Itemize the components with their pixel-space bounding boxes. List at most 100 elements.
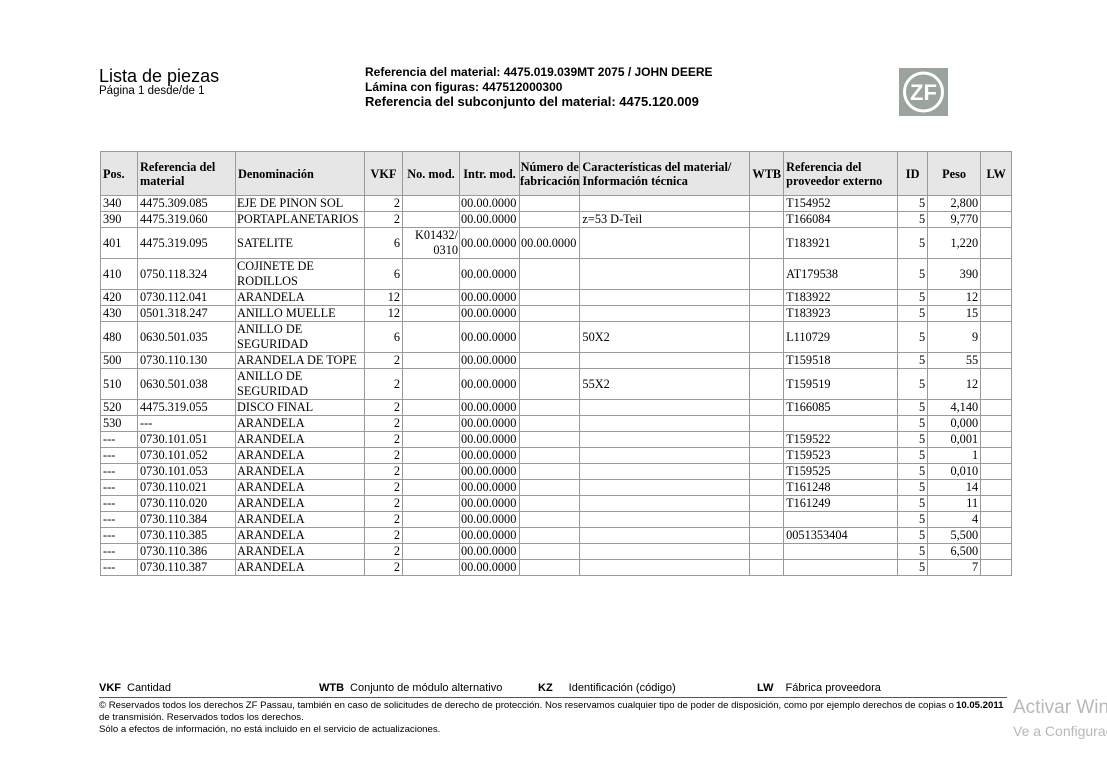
table-cell [402, 495, 460, 512]
table-row: 530 --- ARANDELA 2 00.00.0000 5 0,000 [100, 415, 1013, 432]
table-cell [980, 258, 1013, 290]
material-reference: Referencia del material: 4475.019.039MT … [365, 65, 713, 79]
table-cell: 50X2 [579, 321, 751, 353]
table-cell: 4475.319.060 [137, 211, 236, 228]
table-cell: --- [137, 415, 236, 432]
table-cell: 0730.110.020 [137, 495, 236, 512]
table-cell: T183922 [783, 289, 899, 306]
table-cell: 6,500 [927, 543, 982, 560]
table-cell: 4 [927, 511, 982, 528]
table-cell [749, 527, 785, 544]
table-row: --- 0730.101.051 ARANDELA 2 00.00.0000 T15952… [100, 431, 1013, 448]
table-cell [749, 415, 785, 432]
column-header: Intr. mod. [459, 151, 520, 196]
table-cell [749, 495, 785, 512]
table-cell [980, 479, 1013, 496]
table-cell: 5 [897, 479, 929, 496]
table-cell [402, 463, 460, 480]
table-cell: K01432/ 0310 [402, 227, 460, 259]
table-row: 520 4475.319.055 DISCO FINAL 2 00.00.0000 T16… [100, 399, 1013, 416]
column-header: Características del material/ Informació… [579, 151, 751, 196]
table-cell: 2 [364, 511, 403, 528]
table-cell: --- [100, 463, 138, 480]
table-cell: 420 [100, 289, 138, 306]
table-cell: 5 [897, 399, 929, 416]
table-cell: T159525 [783, 463, 899, 480]
table-cell [518, 495, 581, 512]
table-cell: 00.00.0000 [459, 258, 520, 290]
table-cell: 00.00.0000 [459, 559, 520, 576]
table-cell [579, 415, 751, 432]
table-cell: 390 [100, 211, 138, 228]
table-cell: 0,000 [927, 415, 982, 432]
table-cell: ARANDELA [235, 527, 365, 544]
table-cell: 340 [100, 195, 138, 212]
table-cell: 4475.319.095 [137, 227, 236, 259]
table-cell [980, 211, 1013, 228]
table-cell: --- [100, 559, 138, 576]
table-cell: 00.00.0000 [459, 447, 520, 464]
table-cell [749, 289, 785, 306]
table-cell [980, 511, 1013, 528]
table-cell [518, 543, 581, 560]
lamina-reference: Lámina con figuras: 447512000300 [365, 80, 563, 94]
table-cell [518, 447, 581, 464]
table-cell: 0750.118.324 [137, 258, 236, 290]
table-cell: ARANDELA [235, 463, 365, 480]
table-cell: 0630.501.035 [137, 321, 236, 353]
table-cell: ARANDELA [235, 431, 365, 448]
table-cell: ARANDELA DE TOPE [235, 352, 365, 369]
table-cell [980, 415, 1013, 432]
table-cell [518, 305, 581, 322]
table-cell [980, 305, 1013, 322]
table-cell [980, 289, 1013, 306]
table-cell [980, 527, 1013, 544]
table-cell [783, 543, 899, 560]
table-cell [579, 527, 751, 544]
table-cell: 2 [364, 447, 403, 464]
table-cell: 430 [100, 305, 138, 322]
table-row: --- 0730.110.385 ARANDELA 2 00.00.0000 005135… [100, 527, 1013, 544]
table-cell [749, 368, 785, 400]
column-header: Denominación [235, 151, 365, 196]
table-cell [402, 258, 460, 290]
table-cell [980, 447, 1013, 464]
table-cell [402, 415, 460, 432]
table-cell: ARANDELA [235, 511, 365, 528]
table-cell: ARANDELA [235, 495, 365, 512]
table-cell: ARANDELA [235, 479, 365, 496]
table-cell [749, 543, 785, 560]
table-cell: 00.00.0000 [459, 195, 520, 212]
table-cell: PORTAPLANETARIOS [235, 211, 365, 228]
table-cell: T183923 [783, 305, 899, 322]
table-cell [980, 195, 1013, 212]
table-cell: 5,500 [927, 527, 982, 544]
table-cell [980, 352, 1013, 369]
table-cell: 15 [927, 305, 982, 322]
table-cell [579, 195, 751, 212]
table-cell: 0730.110.387 [137, 559, 236, 576]
table-cell: 5 [897, 527, 929, 544]
table-cell: 0051353404 [783, 527, 899, 544]
table-cell: 00.00.0000 [459, 352, 520, 369]
table-row: --- 0730.110.387 ARANDELA 2 00.00.0000 5 7 [100, 559, 1013, 576]
table-cell [402, 511, 460, 528]
table-cell: 0,010 [927, 463, 982, 480]
table-cell [579, 479, 751, 496]
table-cell [783, 511, 899, 528]
column-header: Número de fabricación [518, 151, 581, 196]
table-cell [980, 399, 1013, 416]
table-cell: 5 [897, 195, 929, 212]
table-cell: 00.00.0000 [459, 399, 520, 416]
table-cell: 5 [897, 258, 929, 290]
table-cell: 4475.319.055 [137, 399, 236, 416]
table-row: 430 0501.318.247 ANILLO MUELLE 12 00.00.0000… [100, 305, 1013, 322]
table-cell: 00.00.0000 [459, 415, 520, 432]
column-header: Referencia del material [137, 151, 236, 196]
table-cell [749, 321, 785, 353]
table-cell [518, 527, 581, 544]
info-note: Sólo a efectos de información, no está i… [99, 724, 441, 735]
table-cell [749, 352, 785, 369]
table-cell: 5 [897, 447, 929, 464]
table-cell: ANILLO DE SEGURIDAD [235, 321, 365, 353]
